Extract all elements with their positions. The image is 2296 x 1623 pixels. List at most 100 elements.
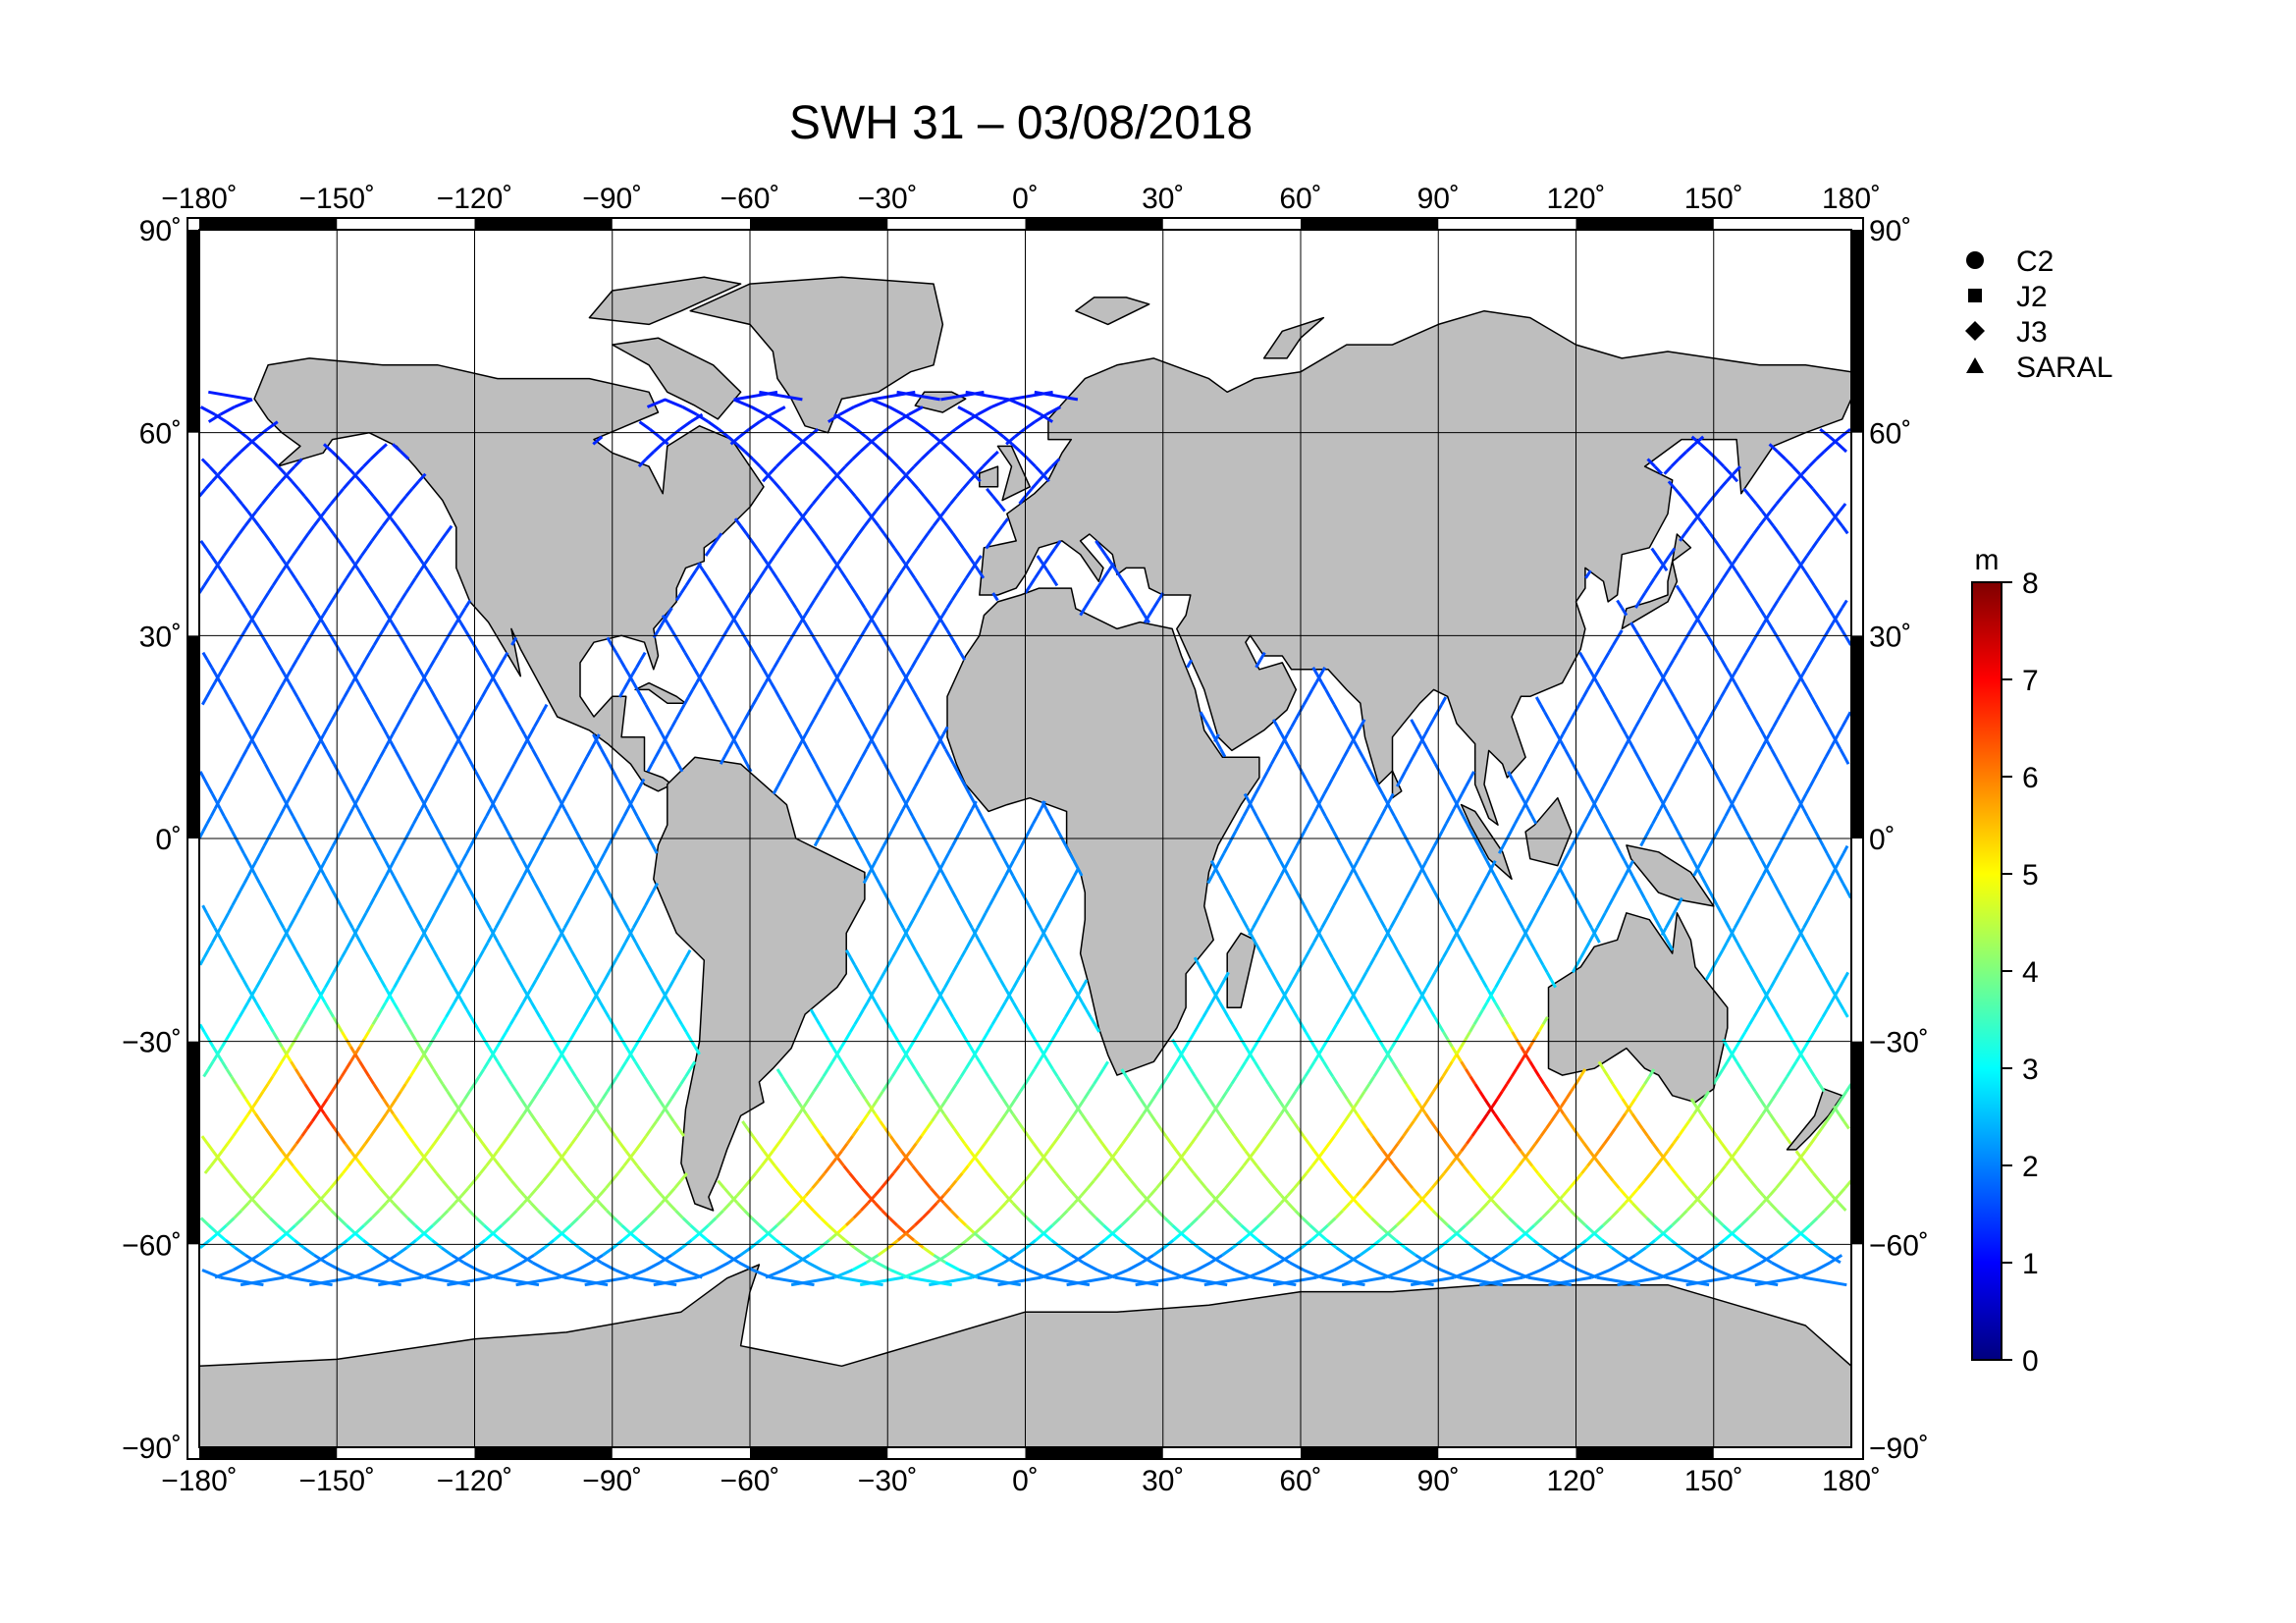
track-segment — [247, 435, 259, 446]
track-segment — [1725, 792, 1733, 802]
track-segment — [1152, 599, 1160, 609]
track-segment — [955, 1023, 963, 1033]
track-segment — [243, 622, 251, 631]
track-segment — [1330, 956, 1338, 966]
track-segment — [734, 622, 742, 631]
track-segment — [294, 576, 301, 587]
track-segment — [1703, 599, 1711, 609]
track-segment — [707, 576, 715, 587]
track-segment — [1816, 1209, 1826, 1219]
track-segment — [1839, 748, 1846, 758]
track-segment — [1498, 971, 1506, 981]
track-segment — [396, 844, 403, 854]
track-segment — [665, 740, 672, 750]
track-segment — [381, 607, 389, 617]
track-segment — [392, 1001, 400, 1011]
track-segment — [217, 792, 225, 802]
track-segment — [331, 592, 339, 602]
track-segment — [891, 1031, 899, 1041]
track-segment — [615, 1068, 623, 1078]
track-segment — [247, 733, 255, 743]
track-segment — [1043, 934, 1050, 944]
track-segment — [1203, 1202, 1213, 1212]
track-segment — [1016, 971, 1024, 981]
track-segment — [229, 1023, 237, 1033]
track-segment — [267, 771, 275, 781]
track-segment — [481, 815, 488, 825]
track-segment — [1502, 838, 1509, 847]
track-segment — [340, 948, 347, 958]
track-segment — [1768, 1187, 1778, 1197]
track-segment — [733, 740, 741, 750]
track-segment — [631, 919, 639, 929]
track-segment — [303, 495, 312, 505]
track-segment — [638, 1068, 646, 1078]
track-segment — [381, 517, 390, 527]
track-segment — [1011, 443, 1022, 454]
track-segment — [895, 1038, 903, 1048]
track-segment — [922, 763, 929, 773]
track-segment — [619, 942, 627, 951]
legend-label: J3 — [2016, 316, 2048, 349]
track-segment — [234, 1246, 246, 1257]
track-segment — [231, 703, 239, 713]
track-segment — [1386, 1231, 1397, 1242]
track-segment — [1532, 1031, 1540, 1041]
track-segment — [826, 659, 833, 669]
track-segment — [1267, 890, 1275, 899]
track-segment — [1163, 1217, 1174, 1227]
track-segment — [1364, 964, 1372, 974]
track-segment — [1153, 1120, 1162, 1130]
track-segment — [898, 555, 906, 565]
track-segment — [1460, 942, 1468, 951]
track-segment — [761, 555, 769, 565]
track-segment — [294, 948, 301, 958]
track-segment — [1797, 800, 1805, 810]
track-segment — [359, 785, 366, 795]
track-segment — [1134, 599, 1142, 609]
track-segment — [1336, 711, 1344, 721]
track-segment — [534, 1008, 542, 1018]
track-segment — [1778, 763, 1786, 773]
track-segment — [286, 555, 294, 565]
track-segment — [448, 1187, 457, 1197]
track-segment — [1271, 719, 1279, 729]
track-segment — [1016, 844, 1023, 854]
track-segment — [345, 942, 351, 951]
track-segment — [505, 771, 512, 781]
latitude-right-label: −60˚ — [1869, 1229, 1929, 1262]
track-segment — [646, 1209, 656, 1219]
track-segment — [1119, 576, 1128, 587]
track-segment — [409, 948, 416, 958]
track-segment — [1441, 948, 1449, 958]
track-segment — [1790, 569, 1799, 579]
track-segment — [349, 1150, 358, 1160]
track-segment — [1018, 495, 1027, 505]
track-segment — [1363, 838, 1371, 847]
track-segment — [726, 1254, 740, 1265]
track-segment — [1571, 838, 1577, 847]
track-segment — [1808, 778, 1816, 787]
track-segment — [271, 778, 279, 787]
track-segment — [766, 472, 775, 483]
track-segment — [284, 800, 291, 810]
track-segment — [1321, 1275, 1365, 1287]
track-segment — [1258, 1135, 1267, 1145]
track-segment — [1812, 1023, 1820, 1033]
track-segment — [1428, 844, 1436, 854]
track-segment — [313, 1098, 321, 1108]
latitude-right-label: 30˚ — [1869, 621, 1911, 653]
track-segment — [1842, 844, 1849, 854]
track-segment — [1605, 1172, 1615, 1182]
track-segment — [1784, 458, 1794, 468]
track-segment — [1758, 517, 1767, 527]
track-segment — [1401, 896, 1409, 906]
track-segment — [1041, 1231, 1053, 1242]
track-segment — [661, 435, 672, 446]
track-segment — [501, 948, 508, 958]
track-segment — [1664, 681, 1672, 691]
track-segment — [244, 1098, 252, 1108]
track-segment — [1672, 1135, 1681, 1145]
track-segment — [907, 808, 914, 817]
track-segment — [1558, 867, 1566, 877]
